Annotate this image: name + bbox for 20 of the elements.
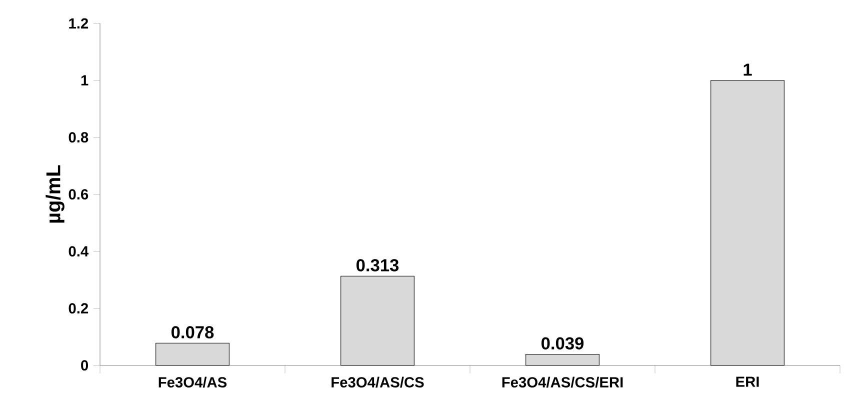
data-label: 1: [744, 64, 752, 76]
x-tick-label: Fe3O4/AS/CS/ERI: [502, 376, 623, 388]
data-label: 0.078: [172, 326, 214, 338]
y-tick-label: 0.8: [68, 132, 88, 143]
data-label: 0.039: [542, 337, 584, 350]
data-label: 0.313: [356, 259, 399, 272]
y-tick-label: 0.4: [68, 246, 89, 257]
y-tick-label: 1: [81, 75, 88, 86]
y-tick-label: 1.2: [69, 18, 88, 28]
x-tick-label: ERI: [736, 376, 759, 387]
x-tick-label: Fe3O4/AS/CS: [332, 376, 424, 388]
x-tick-label: Fe3O4/AS: [158, 376, 227, 388]
bar: [340, 276, 414, 366]
y-tick-label: 0.6: [68, 189, 88, 200]
y-tick-label: 0: [81, 360, 88, 371]
bar: [526, 354, 600, 366]
bar: [710, 80, 784, 366]
bar: [156, 342, 230, 366]
y-axis-title: µg/mL: [46, 165, 64, 223]
y-tick-label: 0.2: [68, 303, 88, 314]
